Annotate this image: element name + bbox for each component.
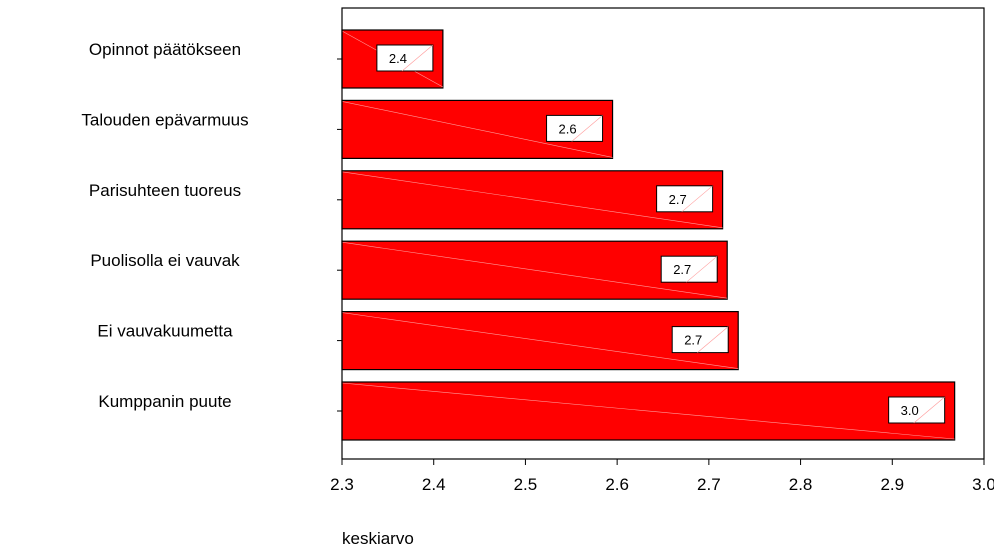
y-axis-ticks: Opinnot päätökseen Talouden epävarmuus Par… — [81, 40, 342, 412]
category-label: Puolisolla ei vauvak — [90, 251, 240, 270]
value-label-diagonal — [401, 44, 434, 72]
x-tick-label: 2.7 — [697, 475, 721, 494]
value-label-diagonal — [681, 185, 713, 213]
value-label-box — [376, 44, 434, 72]
value-label: 2.4 — [389, 51, 407, 66]
value-label: 2.7 — [684, 333, 702, 348]
x-tick-label: 2.5 — [514, 475, 538, 494]
bar-diagonal — [341, 171, 723, 229]
bar-diagonal — [341, 241, 728, 299]
value-label-box — [546, 114, 604, 142]
x-axis-title: keskiarvo — [342, 529, 414, 548]
value-label: 2.7 — [669, 192, 687, 207]
value-label-diagonal — [571, 115, 603, 142]
value-label-box — [888, 396, 946, 424]
category-label: Ei vauvakuumetta — [97, 322, 233, 341]
category-label: Parisuhteen tuoreus — [89, 181, 241, 200]
x-tick-label: 2.4 — [422, 475, 446, 494]
category-label: Opinnot päätökseen — [89, 40, 241, 59]
value-label-box — [660, 255, 718, 283]
value-label-diagonal — [686, 255, 718, 283]
category-label: Talouden epävarmuus — [81, 110, 248, 129]
plot-frame — [341, 7, 985, 460]
value-label: 2.6 — [559, 121, 577, 136]
value-label: 2.7 — [673, 262, 691, 277]
category-label: Kumppanin puute — [98, 392, 231, 411]
bars-layer: 2.4 2.6 2.7 2.7 2.7 3.0 — [341, 29, 956, 441]
value-label-box — [671, 326, 729, 354]
bar-diagonal — [341, 382, 955, 440]
value-label-diagonal — [697, 326, 729, 353]
x-tick-label: 2.8 — [789, 475, 813, 494]
x-axis-ticks: 2.3 2.4 2.5 2.6 2.7 2.8 2.9 3.0 — [330, 459, 994, 494]
x-tick-label: 3.0 — [972, 475, 994, 494]
value-label: 3.0 — [901, 403, 919, 418]
value-label-diagonal — [913, 396, 945, 424]
bar-diagonal — [341, 312, 739, 369]
axes-layer — [341, 7, 985, 460]
x-tick-label: 2.3 — [330, 475, 354, 494]
value-label-box — [656, 185, 714, 213]
x-tick-label: 2.6 — [605, 475, 629, 494]
x-tick-label: 2.9 — [880, 475, 904, 494]
bar-diagonal — [341, 101, 613, 158]
